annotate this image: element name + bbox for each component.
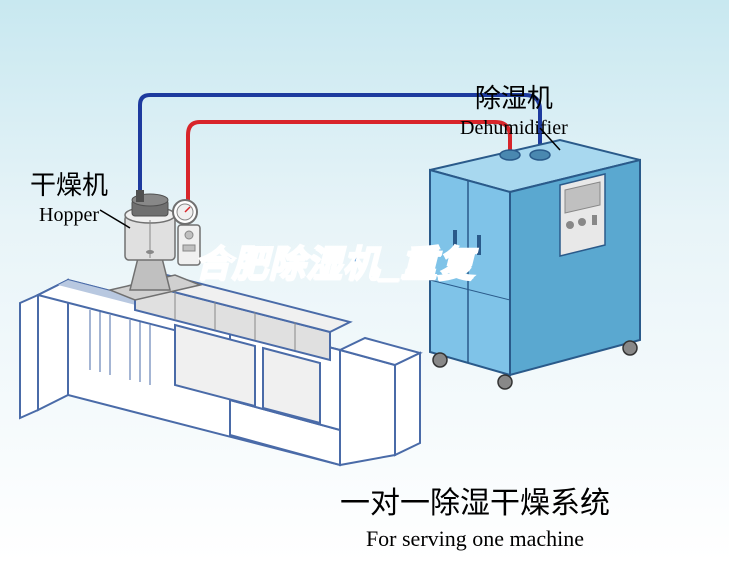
watermark-overlay: 合肥除湿机_重复: [195, 235, 475, 287]
dehumidifier-label-en: Dehumidifier: [460, 117, 568, 140]
system-title: 一对一除湿干燥系统 For serving one machine: [340, 478, 610, 552]
dehumidifier-label-cn: 除湿机: [460, 78, 568, 115]
hopper-label-cn: 干燥机: [30, 165, 108, 202]
dehumidifier-label: 除湿机 Dehumidifier: [460, 78, 568, 140]
system-title-en: For serving one machine: [340, 526, 610, 552]
system-title-cn: 一对一除湿干燥系统: [340, 478, 610, 522]
hopper-label-en: Hopper: [30, 204, 108, 227]
hopper-label: 干燥机 Hopper: [30, 165, 108, 227]
extruder-machine: [20, 272, 420, 465]
hopper-unit: [110, 190, 200, 300]
